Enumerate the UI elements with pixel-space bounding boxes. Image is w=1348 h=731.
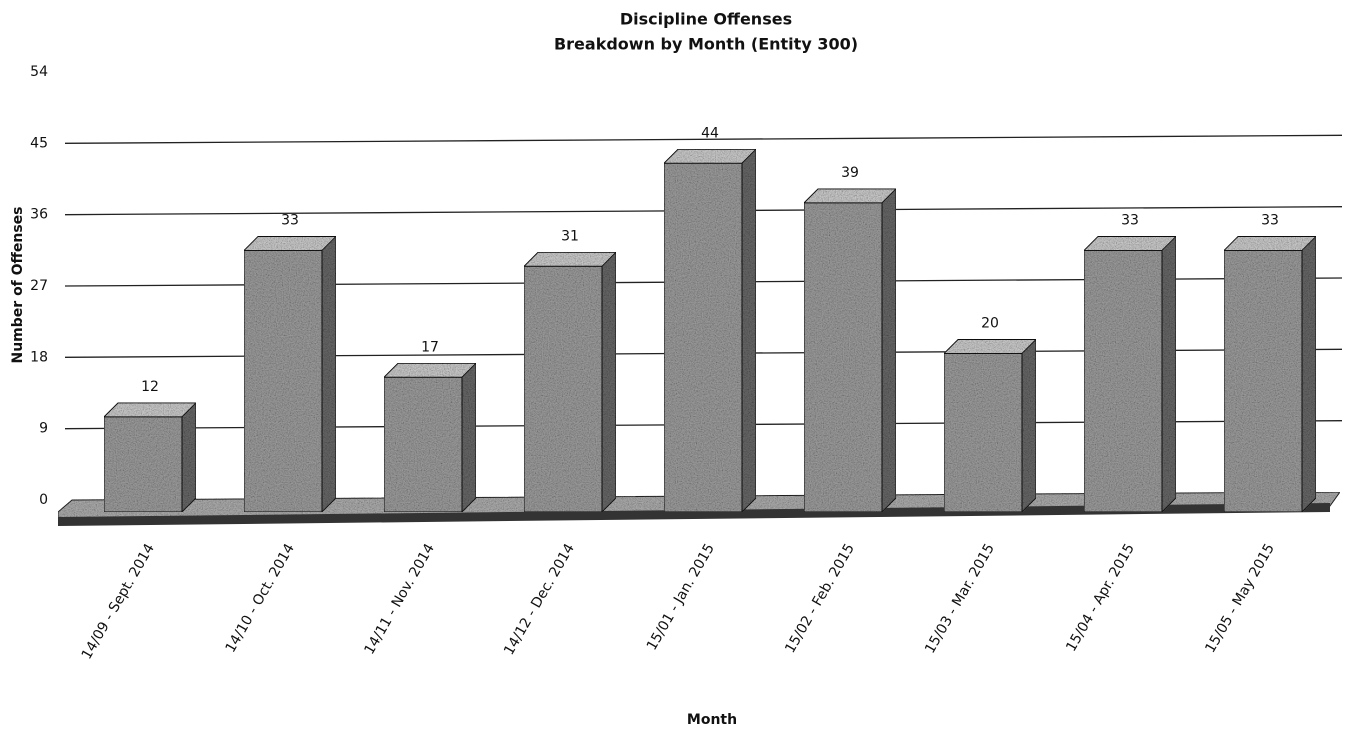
x-tick-label: 15/02 - Feb. 2015 (782, 541, 858, 656)
x-tick-label: 14/12 - Dec. 2014 (501, 541, 578, 658)
bar (1223, 249, 1303, 513)
y-tick-label: 54 (30, 64, 48, 80)
chart-subtitle: Breakdown by Month (Entity 300) (554, 35, 858, 54)
bar (663, 162, 743, 513)
y-tick-label: 18 (30, 349, 48, 365)
bar-group (1222, 235, 1318, 514)
data-label: 31 (561, 228, 579, 244)
bar-group (102, 401, 198, 514)
bar-group (1082, 235, 1178, 514)
data-label: 17 (421, 339, 439, 355)
y-tick-label: 27 (30, 278, 48, 294)
bar-top (1082, 235, 1178, 251)
bar (943, 352, 1023, 513)
bar-top (102, 402, 198, 418)
bar-group (382, 362, 478, 514)
bar-top (802, 188, 898, 204)
data-label: 44 (701, 125, 719, 141)
x-tick-label: 14/09 - Sept. 2014 (79, 541, 158, 662)
x-tick-label: 15/05 - May 2015 (1202, 541, 1278, 656)
bar-side (1021, 338, 1037, 514)
y-tick-label: 0 (39, 492, 48, 508)
bar-group (662, 148, 758, 514)
x-tick-label: 14/10 - Oct. 2014 (223, 541, 298, 656)
bar-side (1301, 235, 1317, 514)
bar-side (321, 235, 337, 514)
data-label: 39 (841, 165, 859, 181)
x-tick-label: 15/01 - Jan. 2015 (644, 541, 718, 653)
bar-side (1161, 235, 1177, 514)
bar (103, 416, 183, 513)
bar (1083, 249, 1163, 513)
bar (803, 202, 883, 513)
x-tick-label: 15/04 - Apr. 2015 (1063, 541, 1138, 654)
data-label: 33 (1121, 212, 1139, 228)
bar-side (461, 362, 477, 514)
bar-group (942, 338, 1038, 514)
bar (243, 249, 323, 513)
bar-group (802, 187, 898, 514)
data-label: 12 (141, 379, 159, 395)
bar-side (181, 401, 197, 514)
bar-top (382, 362, 478, 378)
bar-side (881, 187, 897, 514)
data-label: 20 (981, 315, 999, 331)
y-tick-label: 9 (39, 421, 48, 437)
bar-top (662, 148, 758, 164)
x-tick-label: 14/11 - Nov. 2014 (362, 541, 438, 657)
data-label: 33 (281, 212, 299, 228)
y-tick-label: 36 (30, 207, 48, 223)
y-axis-title: Number of Offenses (10, 206, 26, 363)
bar-group (242, 235, 338, 514)
y-tick-label: 45 (30, 135, 48, 151)
bar-side (601, 251, 617, 514)
bar-side (741, 148, 757, 514)
bar (523, 265, 603, 513)
x-tick-label: 15/03 - Mar. 2015 (922, 541, 998, 656)
bar-top (942, 338, 1038, 354)
bar (383, 376, 463, 513)
bar-top (522, 251, 618, 267)
bar-top (242, 235, 338, 251)
chart-title: Discipline Offenses (620, 10, 792, 29)
bar-top (1222, 235, 1318, 251)
x-axis-title: Month (687, 712, 737, 728)
grid-line (64, 134, 1343, 144)
bar-group (522, 251, 618, 514)
data-label: 33 (1261, 212, 1279, 228)
